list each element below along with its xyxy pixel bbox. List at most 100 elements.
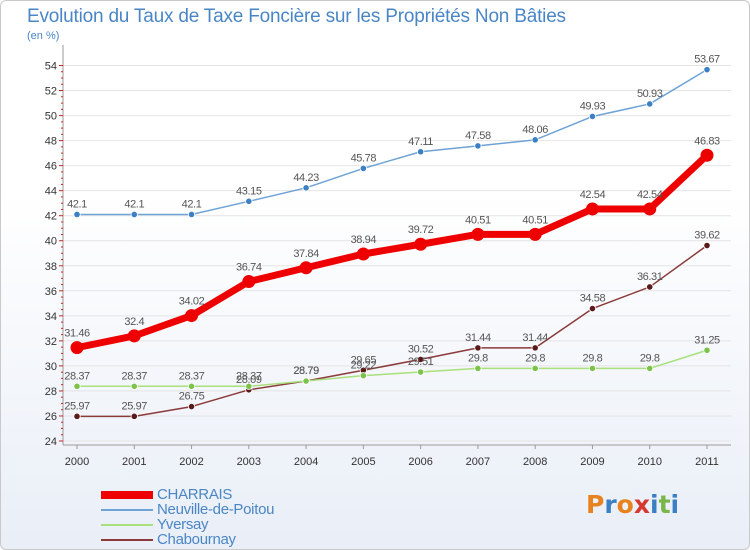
data-point: [646, 364, 654, 373]
data-point: [73, 382, 81, 390]
series-line: [76, 152, 710, 352]
x-tick-label: 2009: [580, 456, 604, 468]
data-label: 42.1: [124, 198, 144, 210]
legend-label: Chabournay: [157, 531, 236, 548]
data-point: [531, 364, 539, 373]
data-point: [531, 344, 539, 352]
logo-letter: x: [633, 490, 650, 519]
legend-label: Yversay: [157, 516, 209, 533]
data-point: [703, 241, 711, 250]
data-label: 29.8: [583, 352, 603, 364]
data-label: 36.74: [236, 262, 262, 274]
x-tick-label: 2001: [122, 456, 146, 468]
data-point: [299, 261, 313, 275]
data-point: [359, 164, 367, 172]
data-point: [417, 148, 425, 156]
data-point: [531, 136, 539, 144]
data-label: 28.37: [179, 370, 205, 382]
data-point: [127, 329, 141, 343]
legend-label: Neuville-de-Poitou: [157, 501, 275, 518]
data-point: [73, 210, 81, 219]
data-point: [528, 227, 542, 241]
logo-letter: r: [604, 490, 617, 519]
y-tick-label: 36: [45, 286, 57, 298]
data-label: 28.79: [293, 365, 319, 377]
data-label: 47.58: [465, 130, 491, 142]
logo-letter: t: [658, 490, 671, 519]
data-point: [417, 368, 425, 376]
data-point: [130, 412, 138, 420]
data-label: 25.97: [64, 400, 90, 412]
data-point: [471, 227, 485, 241]
data-label: 31.46: [64, 328, 90, 340]
data-point: [417, 355, 425, 363]
data-point: [646, 100, 654, 108]
x-tick-label: 2004: [294, 456, 318, 468]
data-label: 31.25: [694, 334, 720, 346]
data-label: 37.84: [293, 248, 319, 260]
chart-title: Evolution du Taux de Taxe Foncière sur l…: [27, 6, 566, 27]
data-label: 31.44: [465, 332, 491, 344]
data-point: [245, 197, 253, 205]
legend: CHARRAIS Neuville-de-Poitou Yversay Chab…: [101, 487, 274, 547]
x-tick-label: 2008: [523, 456, 547, 468]
data-label: 29.65: [351, 354, 377, 366]
data-label: 49.93: [580, 100, 606, 112]
y-tick-label: 46: [45, 161, 57, 173]
legend-swatch-yversay: [101, 523, 153, 526]
y-tick-label: 44: [45, 186, 57, 198]
proxiti-logo: Proxiti: [586, 490, 679, 519]
y-tick-label: 38: [45, 261, 57, 273]
data-point: [245, 382, 253, 390]
data-point: [414, 237, 428, 251]
data-label: 25.97: [122, 400, 148, 412]
data-label: 39.72: [408, 224, 434, 236]
legend-item-yversay: Yversay: [101, 517, 274, 532]
x-tick-label: 2007: [466, 456, 490, 468]
data-label: 42.54: [637, 189, 663, 201]
x-tick-label: 2010: [637, 456, 661, 468]
series-line: [77, 349, 708, 388]
y-tick-label: 32: [45, 336, 57, 348]
y-tick-label: 30: [45, 361, 57, 373]
y-tick-label: 54: [45, 61, 57, 73]
y-tick-label: 48: [45, 136, 57, 148]
data-point: [185, 309, 199, 323]
data-point: [588, 112, 597, 121]
data-label: 45.78: [351, 152, 377, 164]
data-label: 29.8: [468, 352, 488, 364]
logo-letter: i: [650, 490, 659, 519]
data-point: [130, 382, 138, 390]
data-point: [474, 142, 482, 150]
data-label: 30.52: [408, 343, 434, 355]
x-tick-label: 2003: [237, 456, 261, 468]
y-tick-label: 34: [45, 311, 57, 323]
data-label: 26.75: [179, 391, 205, 403]
data-point: [474, 344, 482, 352]
data-point: [474, 364, 482, 373]
data-label: 29.8: [525, 352, 545, 364]
data-label: 28.37: [236, 370, 262, 382]
y-tick-label: 26: [45, 411, 57, 423]
data-point: [643, 202, 657, 216]
y-tick-label: 50: [45, 111, 57, 123]
series-line: [77, 244, 708, 418]
data-point: [302, 184, 310, 192]
data-point: [356, 247, 370, 261]
logo-letter: o: [616, 490, 634, 519]
legend-item-charrais: CHARRAIS: [101, 487, 274, 502]
data-label: 28.37: [64, 370, 90, 382]
legend-swatch-charrais: [101, 490, 153, 499]
x-tick-label: 2005: [351, 456, 375, 468]
data-label: 40.51: [522, 214, 548, 226]
x-tick-label: 2006: [408, 456, 432, 468]
data-point: [70, 341, 84, 355]
data-label: 42.1: [182, 198, 202, 210]
x-tick-label: 2011: [695, 456, 719, 468]
data-point: [187, 402, 196, 411]
data-label: 47.11: [408, 136, 433, 148]
y-tick-label: 40: [45, 236, 57, 248]
data-label: 31.44: [522, 332, 548, 344]
data-point: [187, 382, 196, 390]
